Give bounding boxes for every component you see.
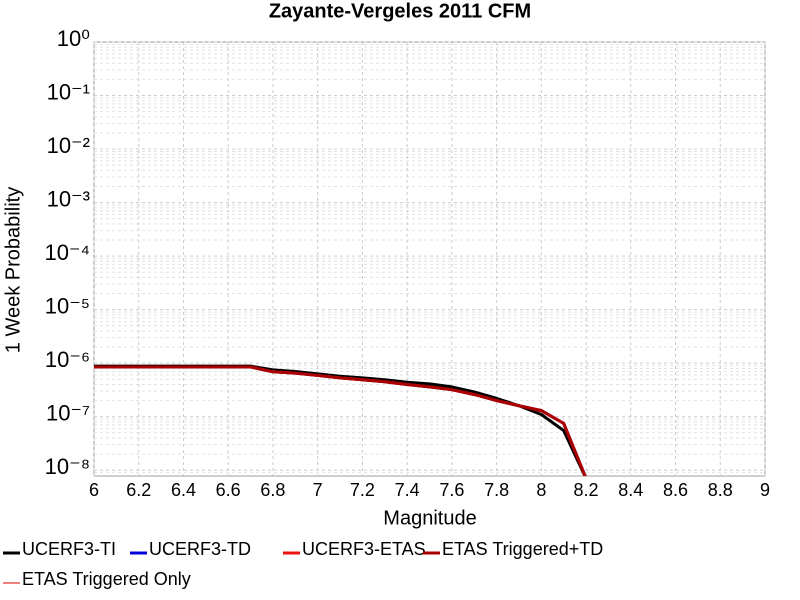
legend-label: UCERF3-TI <box>22 539 116 559</box>
legend: UCERF3-TI UCERF3-TD UCERF3-ETAS ETAS Trigge… <box>3 539 603 589</box>
x-tick-label: 7.4 <box>395 480 420 500</box>
y-tick-label: 10⁻⁶ <box>45 347 90 372</box>
y-tick-label: 10⁻⁵ <box>45 293 90 318</box>
y-tick-label: 10⁻¹ <box>47 79 90 104</box>
legend-label: ETAS Triggered+TD <box>442 539 603 559</box>
y-tick-label: 10⁻² <box>47 133 90 158</box>
lines <box>94 364 587 476</box>
x-tick-label: 8.2 <box>574 480 599 500</box>
grid <box>93 41 766 476</box>
legend-label: UCERF3-TD <box>149 539 251 559</box>
x-tick-label: 8.4 <box>618 480 643 500</box>
x-tick-label: 6.2 <box>126 480 151 500</box>
series-line <box>94 365 587 476</box>
x-tick-label: 9 <box>760 480 770 500</box>
x-tick-label: 6 <box>89 480 99 500</box>
x-tick-label: 8.8 <box>708 480 733 500</box>
y-tick-label: 10⁻³ <box>47 186 90 211</box>
x-tick-label: 7 <box>313 480 323 500</box>
y-tick-label: 10⁰ <box>57 26 90 51</box>
x-axis-label: Magnitude <box>383 507 476 529</box>
x-tick-label: 7.6 <box>439 480 464 500</box>
x-tick-label: 6.8 <box>260 480 285 500</box>
y-tick-label: 10⁻⁴ <box>44 240 90 265</box>
x-tick-label: 6.6 <box>216 480 241 500</box>
legend-label: ETAS Triggered Only <box>22 569 191 589</box>
legend-label: UCERF3-ETAS <box>302 539 426 559</box>
y-axis-label: 1 Week Probability <box>2 187 24 353</box>
y-tick-label: 10⁻⁷ <box>46 401 90 426</box>
x-tick-label: 6.4 <box>171 480 196 500</box>
chart-title: Zayante-Vergeles 2011 CFM <box>269 0 531 22</box>
x-tick-label: 8.6 <box>663 480 688 500</box>
x-tick-label: 8 <box>536 480 546 500</box>
x-tick-label: 7.2 <box>350 480 375 500</box>
x-tick-label: 7.8 <box>484 480 509 500</box>
y-tick-label: 10⁻⁸ <box>45 454 90 479</box>
